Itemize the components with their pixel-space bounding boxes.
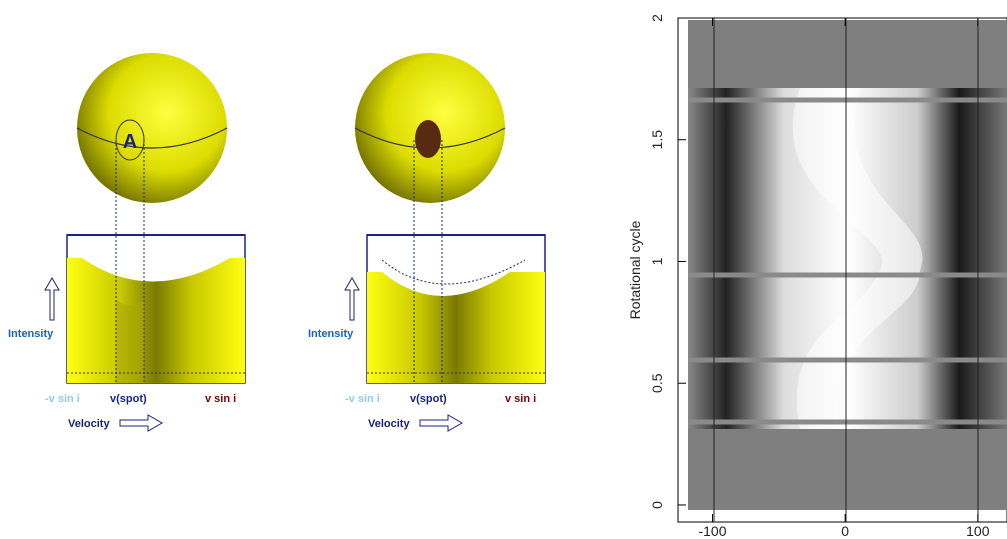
left-illustrations: A Intensity -v sin i v(spot) v sin i Vel… (8, 53, 545, 431)
vspot-label: v(spot) (110, 393, 147, 405)
figure: A Intensity -v sin i v(spot) v sin i Vel… (0, 0, 1007, 539)
x-tick-label: -100 (698, 523, 726, 539)
vspot-label: v(spot) (410, 393, 447, 405)
y-tick-label: 1 (649, 257, 665, 265)
y-axis-label: Rotational cycle (627, 220, 643, 319)
x-tick-label: 100 (966, 523, 990, 539)
neg-vsini-label: -v sin i (345, 393, 380, 405)
intensity-label: Intensity (8, 328, 54, 340)
pos-vsini-label: v sin i (505, 393, 536, 405)
intensity-label: Intensity (308, 328, 354, 340)
velocity-label: Velocity (68, 418, 110, 430)
x-tick-label: 0 (841, 523, 849, 539)
page: A Intensity -v sin i v(spot) v sin i Vel… (0, 0, 1007, 539)
pos-vsini-label: v sin i (205, 393, 236, 405)
y-tick-label: 1.5 (649, 130, 665, 150)
y-tick-label: 2 (649, 14, 665, 22)
dynamic-spectrum: 0 0.5 1 1.5 2 -100 0 100 Rotational cycle (627, 14, 1007, 539)
spot-label: A (123, 131, 137, 153)
sphere-2 (345, 53, 545, 431)
velocity-label: Velocity (368, 418, 410, 430)
sphere-1 (45, 53, 245, 431)
y-tick-label: 0.5 (649, 373, 665, 393)
neg-vsini-label: -v sin i (45, 393, 80, 405)
y-tick-label: 0 (649, 501, 665, 509)
